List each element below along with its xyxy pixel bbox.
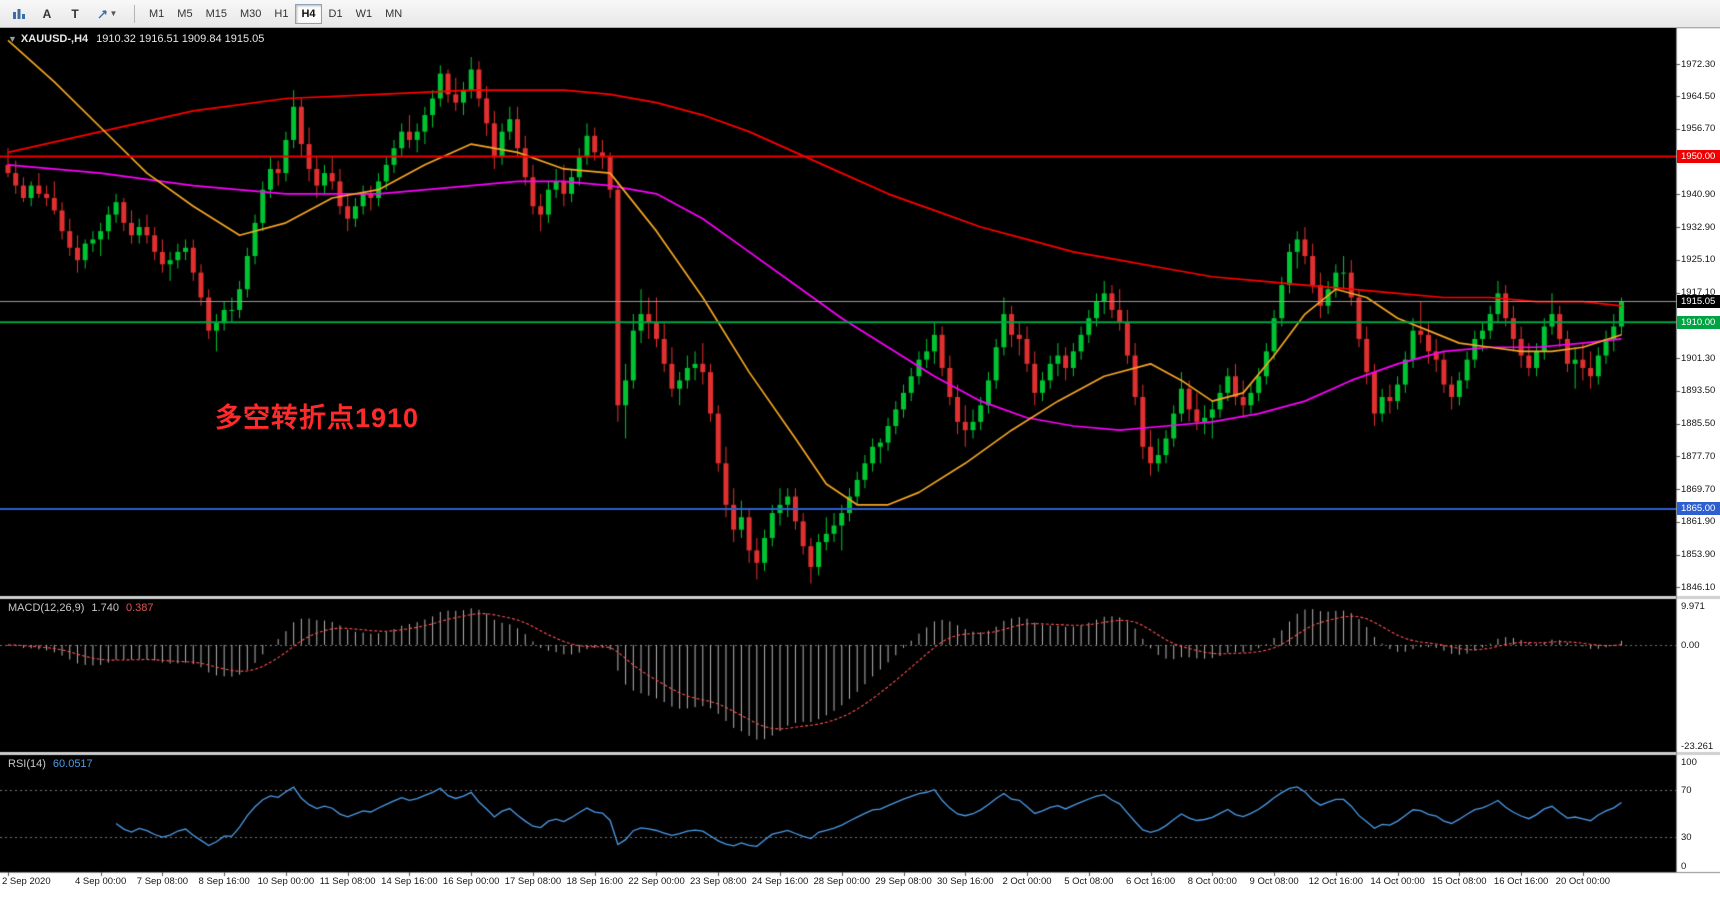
timeframe-button-m30[interactable]: M30 [234, 4, 267, 24]
timeframe-button-m5[interactable]: M5 [171, 4, 198, 24]
timeframe-button-h1[interactable]: H1 [268, 4, 294, 24]
macd-signal-value: 0.387 [125, 602, 154, 614]
rsi-value: 60.0517 [52, 758, 93, 770]
symbol-timeframe: XAUUSD-,H4 [20, 33, 89, 45]
timeframe-button-h4[interactable]: H4 [295, 3, 322, 24]
rsi-indicator-label: RSI(14) 60.0517 [8, 758, 93, 770]
bar-chart-icon[interactable] [6, 3, 32, 25]
toolbar-separator [134, 4, 135, 23]
ohlc-values: 1910.32 1916.51 1909.84 1915.05 [96, 33, 265, 45]
arrow-tool-icon [98, 9, 107, 18]
rsi-name: RSI(14) [8, 758, 46, 770]
timeframe-button-w1[interactable]: W1 [350, 4, 379, 24]
arrow-tool-button[interactable]: ▼ [90, 3, 124, 25]
text-label-t-button[interactable]: T [62, 3, 88, 25]
macd-indicator-label: MACD(12,26,9) 1.740 0.387 [8, 602, 153, 614]
chevron-down-icon: ▼ [109, 9, 118, 18]
macd-main-value: 1.740 [91, 602, 119, 614]
toolbar: A T ▼ M1 M5 M15 M30 H1 H4 D1 W1 MN [0, 0, 1720, 28]
macd-name: MACD(12,26,9) [8, 602, 85, 614]
timeframe-button-m15[interactable]: M15 [200, 4, 233, 24]
text-tool-a-button[interactable]: A [34, 3, 60, 25]
chart-annotation: 多空转折点1910 [215, 403, 420, 433]
bar-chart-icon [13, 9, 25, 19]
timeframe-group: M1 M5 M15 M30 H1 H4 D1 W1 MN [143, 3, 409, 24]
timeframe-button-d1[interactable]: D1 [323, 4, 349, 24]
timeframe-button-mn[interactable]: MN [379, 4, 408, 24]
symbol-label: ▼ XAUUSD-,H4 1910.32 1916.51 1909.84 1915.… [8, 33, 264, 45]
chart-menu-icon[interactable]: ▼ [8, 34, 17, 44]
timeframe-button-m1[interactable]: M1 [143, 4, 170, 24]
